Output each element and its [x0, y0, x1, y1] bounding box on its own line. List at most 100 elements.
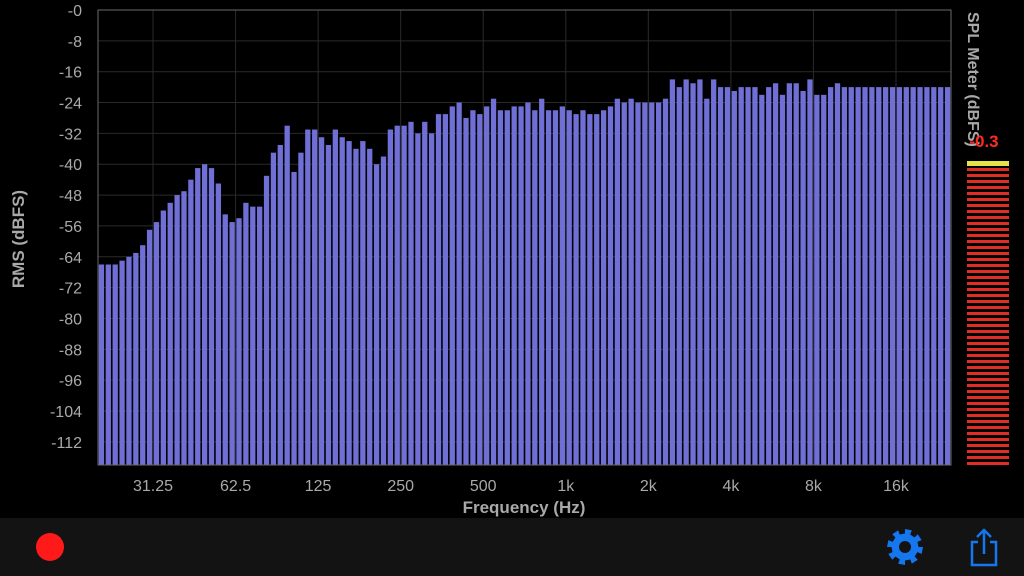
spl-meter-segment [967, 336, 1009, 339]
spectrum-bar [188, 179, 194, 465]
spectrum-bar [387, 129, 393, 465]
spectrum-bar [222, 214, 228, 465]
settings-button[interactable] [884, 526, 926, 568]
spl-meter-segment [967, 198, 1009, 201]
spectrum-bar [201, 164, 208, 466]
spl-meter-value: -0.3 [969, 132, 998, 151]
spectrum-bar [339, 137, 345, 465]
y-tick-label: -24 [59, 96, 82, 113]
spectrum-bar [532, 110, 538, 465]
spl-meter-segment [967, 174, 1009, 177]
x-tick-label: 500 [470, 478, 497, 495]
spectrum-bar [263, 175, 270, 465]
spectrum-bar [332, 129, 338, 465]
spl-meter-segment [967, 180, 1009, 183]
record-button[interactable] [36, 533, 64, 561]
spectrum-bar [422, 121, 428, 465]
spectrum-bar [566, 110, 572, 465]
spl-meter-segment [967, 264, 1009, 267]
spectrum-bar [662, 98, 669, 465]
spl-meter-segment [967, 318, 1009, 321]
spectrum-bar [848, 87, 854, 466]
y-tick-label: -104 [50, 404, 82, 421]
spectrum-bar [834, 83, 841, 465]
spl-meter-segment [967, 258, 1009, 261]
spectrum-bar [415, 133, 421, 465]
spectrum-bar [208, 168, 215, 465]
spl-meter-segment [967, 456, 1009, 459]
spectrum-bar [607, 106, 614, 466]
spl-meter-segment [967, 420, 1009, 423]
spectrum-bar [903, 87, 909, 466]
spectrum-bar [174, 195, 180, 465]
spectrum-bar [690, 83, 696, 465]
spl-meter-segment [967, 234, 1009, 237]
spectrum-bar [621, 102, 627, 465]
spectrum-bar [298, 152, 304, 466]
spectrum-bar [704, 98, 710, 465]
spectrum-bar [133, 252, 139, 465]
spl-meter-segment [967, 282, 1009, 285]
spectrum-bar [539, 98, 545, 465]
spectrum-bar [855, 87, 861, 466]
spectrum-bar [119, 260, 125, 465]
spectrum-bar [401, 125, 407, 466]
spectrum-bar [827, 87, 834, 466]
spectrum-bar [360, 141, 366, 465]
spectrum-bar [676, 87, 682, 466]
spectrum-bar [766, 87, 772, 466]
spectrum-bar [614, 98, 621, 465]
spectrum-bar [236, 218, 242, 465]
spl-meter-segment [967, 216, 1009, 219]
y-tick-label: -80 [59, 312, 82, 329]
spl-meter-segment [967, 414, 1009, 417]
spl-meter-segment [967, 354, 1009, 357]
spectrum-bar [745, 87, 751, 466]
y-tick-label: -48 [59, 188, 82, 205]
spl-meter-segment [967, 192, 1009, 195]
x-tick-label: 16k [883, 478, 910, 495]
spectrum-bar [353, 148, 359, 465]
spectrum-bar [312, 129, 318, 465]
spectrum-bar [669, 79, 676, 465]
spectrum-bar [896, 87, 903, 466]
spectrum-bar [910, 87, 916, 466]
spl-meter-segment [967, 378, 1009, 381]
spl-meter-segment [967, 444, 1009, 447]
spectrum-bar [146, 229, 153, 465]
spectrum-bar [580, 110, 586, 465]
y-tick-label: -56 [59, 219, 82, 236]
y-tick-label: -40 [59, 157, 82, 174]
spectrum-bar [511, 106, 517, 466]
x-tick-label: 250 [387, 478, 414, 495]
spectrum-bar [504, 110, 510, 465]
spectrum-bar [821, 94, 827, 465]
x-tick-label: 4k [722, 478, 740, 495]
spectrum-bar [587, 114, 593, 466]
spl-meter-segment [967, 438, 1009, 441]
share-button[interactable] [967, 527, 1001, 567]
y-tick-label: -16 [59, 65, 82, 82]
spectrum-bar [642, 102, 648, 465]
spectrum-bar [449, 106, 455, 466]
spl-meter-segment [967, 228, 1009, 231]
spl-meter-segment [967, 222, 1009, 225]
spectrum-bar [800, 90, 806, 465]
spectrum-bar [889, 87, 896, 466]
spectrum-bar [229, 222, 235, 465]
spectrum-bar [711, 79, 717, 465]
spl-meter-segment [967, 210, 1009, 213]
spectrum-bar [305, 129, 311, 465]
spectrum-bar [697, 79, 703, 465]
spectrum-bar [270, 152, 277, 466]
spl-meter-segment [967, 186, 1009, 189]
spectrum-bar [752, 87, 758, 466]
spectrum-bar [793, 83, 799, 465]
y-tick-label: -64 [59, 250, 82, 267]
spl-meter-segment [967, 366, 1009, 369]
spectrum-bar [215, 183, 222, 465]
spl-meter-segment [967, 324, 1009, 327]
spectrum-bar [944, 87, 951, 466]
spectrum-bar [346, 141, 352, 465]
